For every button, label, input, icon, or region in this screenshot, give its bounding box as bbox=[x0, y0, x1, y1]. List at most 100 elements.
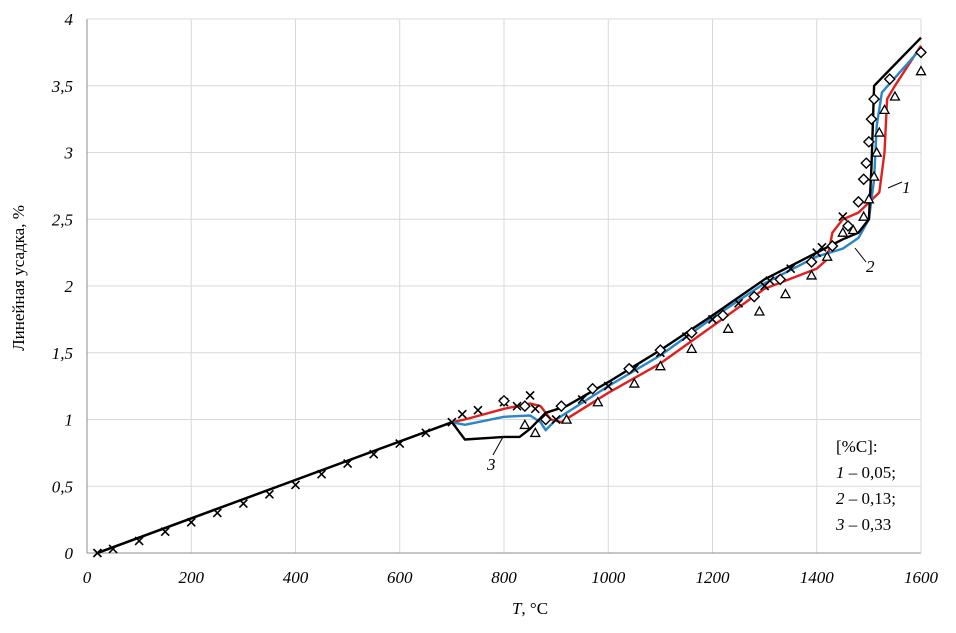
legend-entry-2-text: – 0,13; bbox=[845, 489, 896, 508]
marker-triangle bbox=[686, 342, 698, 353]
y-tick-label: 3,5 bbox=[51, 77, 73, 96]
marker-triangle bbox=[529, 427, 541, 438]
marker-triangle bbox=[873, 126, 885, 137]
series-layer bbox=[96, 36, 923, 555]
marker-diamond bbox=[716, 309, 729, 322]
x-axis-title-unit: , °C bbox=[521, 599, 548, 618]
marker-diamond bbox=[868, 93, 881, 106]
marker-x bbox=[160, 527, 170, 537]
marker-x bbox=[290, 480, 301, 490]
legend-entry-1: 1 – 0,05; bbox=[836, 463, 896, 482]
y-tick-label: 2,5 bbox=[52, 210, 73, 229]
marker-diamond bbox=[805, 255, 818, 268]
marker-x bbox=[134, 536, 144, 546]
x-tick-label: 800 bbox=[491, 568, 517, 587]
marker-triangle bbox=[753, 305, 766, 316]
marker-diamond bbox=[852, 195, 865, 208]
marker-x bbox=[238, 499, 248, 509]
y-tick-label: 2 bbox=[65, 277, 74, 296]
marker-triangle bbox=[863, 193, 875, 204]
legend: [%C]: 1 – 0,05; 2 – 0,13; 3 – 0,33 bbox=[835, 437, 896, 534]
marker-x bbox=[817, 242, 827, 252]
marker-diamond bbox=[865, 113, 878, 126]
marker-x bbox=[707, 314, 718, 324]
marker-triangle bbox=[628, 377, 640, 388]
marker-diamond bbox=[774, 273, 787, 286]
marker-x bbox=[733, 298, 744, 308]
marker-x bbox=[186, 517, 196, 527]
marker-diamond bbox=[862, 135, 875, 148]
marker-x bbox=[369, 449, 379, 459]
marker-triangle bbox=[871, 146, 883, 157]
legend-entry-3-num: 3 bbox=[835, 515, 845, 534]
legend-entry-1-text: – 0,05; bbox=[845, 463, 896, 482]
marker-diamond bbox=[586, 382, 599, 395]
marker-diamond bbox=[539, 413, 552, 426]
marker-triangle bbox=[722, 322, 734, 333]
marker-triangle bbox=[837, 226, 849, 237]
marker-x bbox=[473, 405, 483, 415]
x-axis-title-var: T bbox=[512, 599, 523, 618]
marker-x bbox=[92, 548, 102, 558]
curve-label-2: 2 bbox=[866, 257, 875, 276]
curve-label-1: 1 bbox=[902, 178, 911, 197]
y-tick-label: 3 bbox=[64, 144, 74, 163]
y-tick-label: 1,5 bbox=[52, 344, 73, 363]
marker-triangle bbox=[847, 224, 859, 235]
x-tick-label: 1600 bbox=[904, 568, 939, 587]
x-axis-title: T, °C bbox=[512, 599, 548, 618]
legend-entry-3-text: – 0,33 bbox=[845, 515, 892, 534]
grid bbox=[87, 19, 921, 553]
legend-entry-3: 3 – 0,33 bbox=[835, 515, 891, 534]
legend-entry-2: 2 – 0,13; bbox=[836, 489, 896, 508]
marker-diamond bbox=[685, 326, 698, 339]
marker-diamond bbox=[857, 173, 870, 186]
series-line-1 bbox=[96, 45, 923, 555]
marker-x bbox=[838, 212, 848, 222]
marker-diamond bbox=[623, 362, 636, 375]
x-tick-label: 1000 bbox=[591, 568, 626, 587]
y-tick-label: 1 bbox=[65, 411, 74, 430]
marker-diamond bbox=[654, 344, 667, 357]
marker-x bbox=[551, 414, 561, 425]
x-tick-label: 200 bbox=[179, 568, 205, 587]
curve-labels: 1 2 3 bbox=[486, 178, 911, 474]
marker-x bbox=[577, 394, 587, 405]
marker-triangle bbox=[779, 288, 792, 299]
marker-x bbox=[765, 276, 775, 286]
curve-label-3: 3 bbox=[486, 455, 496, 474]
marker-x bbox=[457, 409, 467, 419]
legend-entry-1-num: 1 bbox=[836, 463, 845, 482]
marker-triangle bbox=[560, 413, 573, 424]
markers-layer bbox=[92, 46, 927, 558]
marker-triangle bbox=[821, 250, 833, 261]
x-tick-label: 400 bbox=[283, 568, 309, 587]
marker-x bbox=[421, 428, 431, 438]
marker-x bbox=[603, 381, 613, 391]
y-tick-label: 4 bbox=[65, 10, 74, 29]
series-line-3 bbox=[96, 36, 922, 555]
marker-x bbox=[525, 390, 535, 401]
marker-diamond bbox=[826, 239, 839, 252]
marker-diamond bbox=[883, 73, 896, 86]
curve-label-3-leader bbox=[492, 436, 504, 456]
marker-x bbox=[316, 469, 327, 479]
y-axis-title: Линейная усадка, % bbox=[9, 205, 28, 351]
y-tick-label: 0 bbox=[65, 544, 74, 563]
marker-diamond bbox=[748, 290, 761, 303]
marker-x bbox=[530, 404, 540, 414]
x-tick-label: 1200 bbox=[696, 568, 731, 587]
x-tick-label: 0 bbox=[83, 568, 92, 587]
marker-triangle bbox=[915, 65, 927, 76]
marker-x bbox=[512, 401, 522, 411]
curve-label-1-leader bbox=[887, 181, 903, 189]
marker-x bbox=[395, 438, 405, 449]
marker-x bbox=[343, 458, 353, 469]
marker-triangle bbox=[654, 360, 666, 371]
y-tick-label: 0,5 bbox=[52, 477, 73, 496]
marker-triangle bbox=[592, 396, 604, 407]
x-tick-label: 600 bbox=[387, 568, 413, 587]
series-line-2 bbox=[96, 47, 922, 555]
marker-x bbox=[786, 264, 796, 274]
